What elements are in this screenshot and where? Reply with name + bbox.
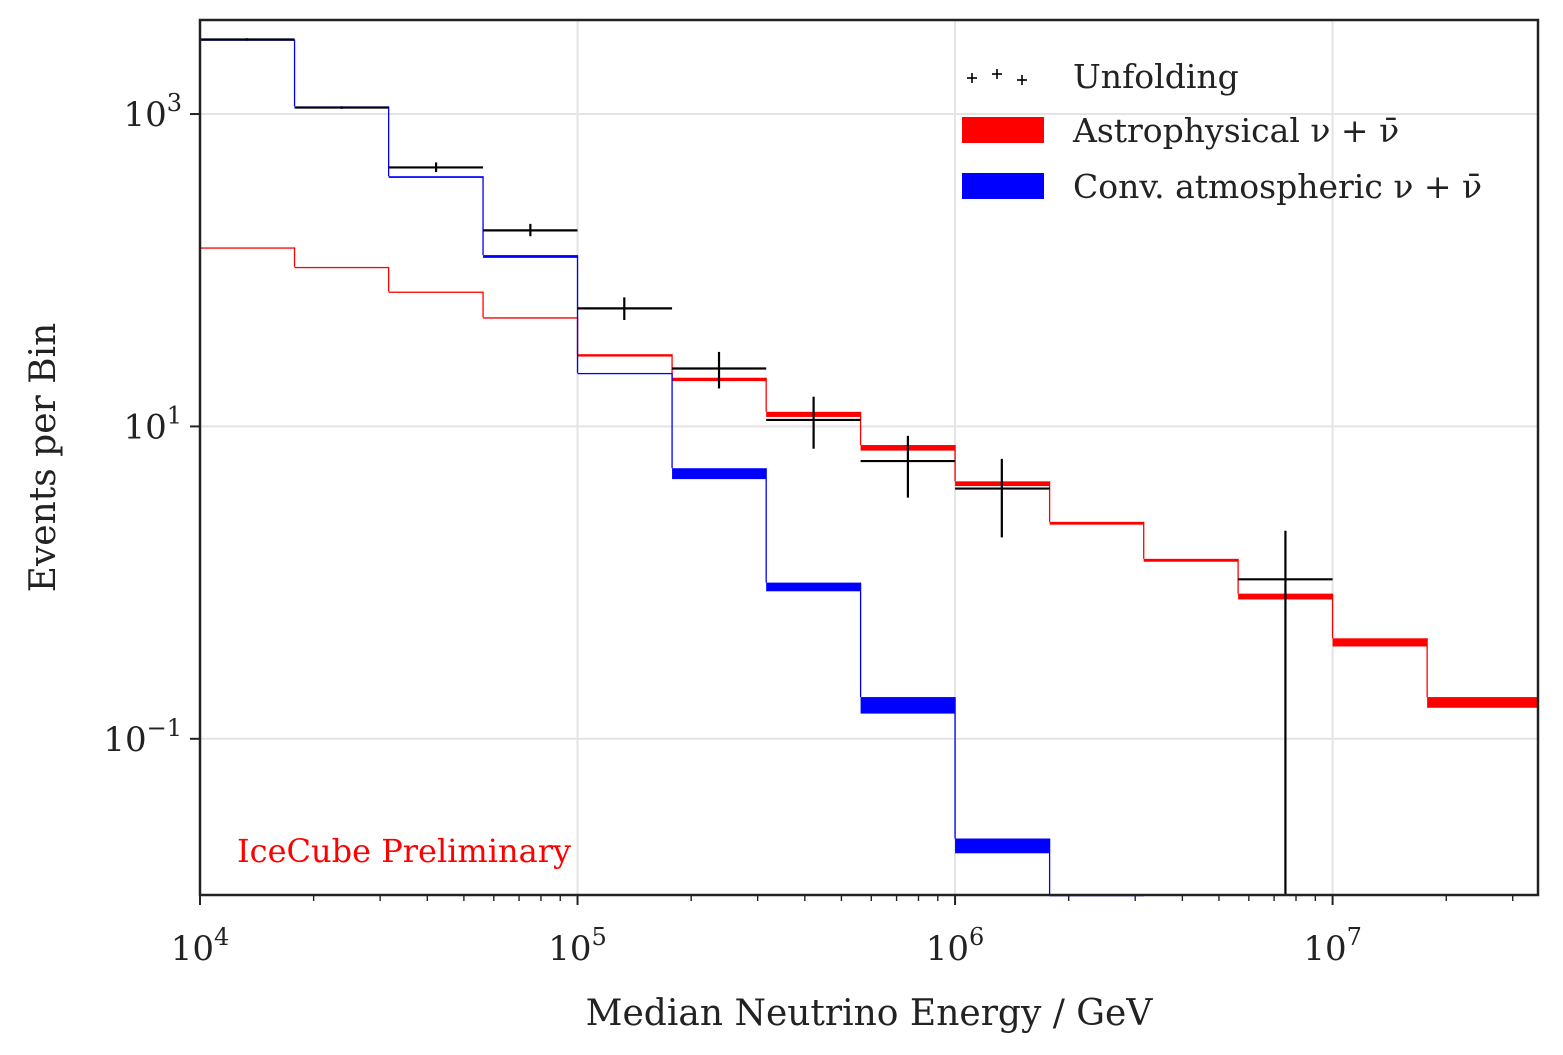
y-axis-label: Events per Bin [23,323,64,593]
x-axis-label: Median Neutrino Energy / GeV [586,993,1154,1034]
conv-atmospheric-bin [955,838,1050,854]
astrophysical-bin [1427,697,1538,708]
y-tick-labels: 103 101 10−1 [103,89,182,760]
conv-atmospheric-bin [577,372,673,375]
conv-atmospheric-bin [860,697,956,714]
conv-atmospheric-bin [672,468,767,480]
x-tick-label: 107 [1303,923,1362,969]
y-tick-label: 103 [123,89,182,135]
unfolding-point [200,38,295,41]
astrophysical-bin [1332,638,1428,647]
astrophysical-series [200,247,1538,708]
y-tick-label: 10−1 [103,714,182,760]
conv-atmospheric-bin [388,176,484,178]
unfolding-point [766,396,861,449]
x-tick-label: 104 [171,923,230,969]
astrophysical-bin [388,291,484,293]
legend: Unfolding Astrophysical ν + ν̄ Conv. atm… [962,57,1482,206]
astrophysical-bin [200,247,295,249]
legend-label-unfolding: Unfolding [1073,57,1239,96]
unfolding-point [1238,530,1333,895]
legend-marker-unfolding [967,69,1027,85]
grid-lines [199,20,1538,895]
unfolding-point [955,458,1050,538]
y-tick-label: 101 [123,401,182,447]
legend-label-astrophysical: Astrophysical ν + ν̄ [1072,111,1399,150]
plot-frame [198,18,1540,897]
legend-swatch-astrophysical [962,117,1044,143]
astrophysical-bin [483,317,578,319]
astrophysical-bin [294,266,389,269]
unfolding-point [483,223,578,237]
unfolding-series [200,38,1333,895]
legend-swatch-conv-atmospheric [962,173,1044,199]
unfolding-point [672,351,767,389]
conv-atmospheric-bin [483,255,578,258]
unfolding-point [577,297,673,321]
astrophysical-bin [1049,521,1144,525]
icecube-preliminary-annotation: IceCube Preliminary [237,832,571,870]
astrophysical-bin [577,354,673,357]
x-tick-label: 105 [548,923,607,969]
x-tick-label: 106 [926,923,985,969]
unfolding-point [860,435,956,498]
unfolding-point [294,106,389,109]
legend-label-conv-atmospheric: Conv. atmospheric ν + ν̄ [1073,167,1482,206]
astrophysical-bin [1143,558,1239,562]
conv-atmospheric-bin [766,582,861,592]
x-tick-labels: 104 105 106 107 [171,923,1362,969]
unfolding-point [388,162,484,173]
minor-ticks [190,113,1514,905]
